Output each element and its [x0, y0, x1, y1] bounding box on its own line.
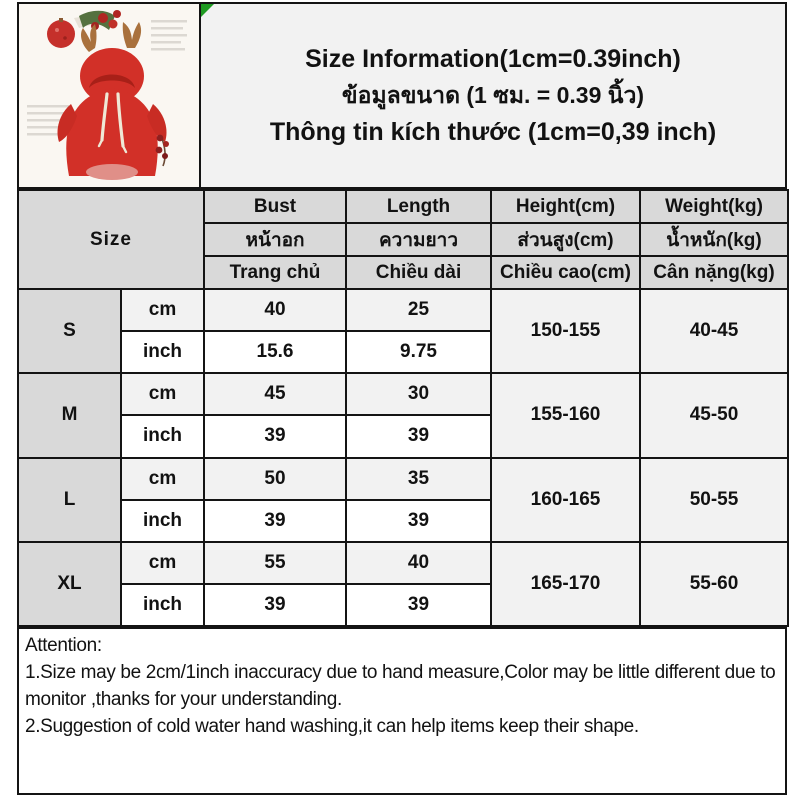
xl-bust-inch: 39 — [203, 582, 347, 628]
unit-cm: cm — [120, 287, 205, 333]
xl-height: 165-170 — [490, 540, 641, 628]
unit-cm: cm — [120, 456, 205, 501]
pet-hoodie-illustration — [19, 4, 199, 187]
l-bust-cm: 50 — [203, 456, 347, 501]
m-height: 155-160 — [490, 372, 641, 459]
unit-cm: cm — [120, 540, 205, 585]
green-corner-marker — [201, 4, 214, 17]
size-table: Size Bust Length Height(cm) Weight(kg) ห… — [17, 189, 789, 628]
l-bust-inch: 39 — [203, 498, 347, 543]
xl-length-inch: 39 — [345, 582, 492, 628]
unit-inch: inch — [120, 414, 205, 459]
row-s-inch: inch 15.6 9.75 — [18, 330, 788, 375]
row-m-cm: M cm 45 30 155-160 45-50 — [17, 372, 789, 459]
l-weight: 50-55 — [639, 456, 789, 543]
xl-bust-cm: 55 — [203, 540, 347, 585]
title-vietnamese: Thông tin kích thước (1cm=0,39 inch) — [269, 118, 717, 146]
col-height-th: ส่วนสูง(cm) — [490, 222, 641, 257]
row-xl-cm: XL cm 55 40 165-170 55-60 — [17, 540, 789, 628]
row-m-inch: inch 39 39 — [18, 414, 788, 459]
size-label-m: M — [17, 372, 122, 459]
col-length-vi: Chiều dài — [345, 255, 492, 290]
unit-cm: cm — [120, 372, 205, 417]
col-bust-en: Bust — [203, 189, 347, 224]
hoodie-hood — [80, 48, 144, 104]
size-label-s: S — [17, 287, 122, 375]
unit-inch: inch — [120, 498, 205, 543]
m-weight: 45-50 — [639, 372, 789, 459]
title-english: Size Information(1cm=0.39inch) — [305, 45, 681, 73]
l-length-inch: 39 — [345, 498, 492, 543]
product-photo — [17, 2, 201, 189]
s-length-inch: 9.75 — [345, 330, 492, 375]
row-s-cm: S cm 40 25 150-155 40-45 — [17, 287, 789, 375]
col-length-th: ความยาว — [345, 222, 492, 257]
title-box: Size Information(1cm=0.39inch) ข้อมูลขนา… — [199, 2, 787, 189]
row-xl-inch: inch 39 39 — [18, 582, 788, 628]
row-l-inch: inch 39 39 — [18, 498, 788, 543]
unit-inch: inch — [120, 582, 205, 628]
size-label-l: L — [17, 456, 122, 543]
s-weight: 40-45 — [639, 287, 789, 375]
title-thai: ข้อมูลขนาด (1 ซม. = 0.39 นิ้ว) — [341, 82, 645, 108]
attention-heading: Attention: — [25, 635, 102, 656]
watermark-lines — [27, 20, 187, 136]
col-bust-th: หน้าอก — [203, 222, 347, 257]
col-bust-vi: Trang chủ — [203, 255, 347, 290]
row-l-cm: L cm 50 35 160-165 50-55 — [17, 456, 789, 543]
m-length-inch: 39 — [345, 414, 492, 459]
l-length-cm: 35 — [345, 456, 492, 501]
m-length-cm: 30 — [345, 372, 492, 417]
attention-note-1: 1.Size may be 2cm/1inch inaccuracy due t… — [25, 662, 776, 710]
xl-length-cm: 40 — [345, 540, 492, 585]
berry-sprig — [155, 134, 169, 167]
m-bust-cm: 45 — [203, 372, 347, 417]
hoodie-body — [57, 88, 167, 180]
col-height-vi: Chiều cao(cm) — [490, 255, 641, 290]
attention-box: Attention: 1.Size may be 2cm/1inch inacc… — [17, 627, 787, 795]
col-weight-th: น้ำหนัก(kg) — [639, 222, 789, 257]
col-length-en: Length — [345, 189, 492, 224]
col-height-en: Height(cm) — [490, 189, 641, 224]
col-weight-vi: Cân nặng(kg) — [639, 255, 789, 290]
s-bust-inch: 15.6 — [203, 330, 347, 375]
unit-inch: inch — [120, 330, 205, 375]
s-length-cm: 25 — [345, 287, 492, 333]
xl-weight: 55-60 — [639, 540, 789, 628]
attention-note-2: 2.Suggestion of cold water hand washing,… — [25, 716, 639, 737]
size-header: Size — [17, 189, 205, 290]
christmas-ornament — [47, 10, 121, 48]
m-bust-inch: 39 — [203, 414, 347, 459]
size-label-xl: XL — [17, 540, 122, 628]
l-height: 160-165 — [490, 456, 641, 543]
antlers — [81, 22, 142, 52]
s-bust-cm: 40 — [203, 287, 347, 333]
s-height: 150-155 — [490, 287, 641, 375]
col-weight-en: Weight(kg) — [639, 189, 789, 224]
